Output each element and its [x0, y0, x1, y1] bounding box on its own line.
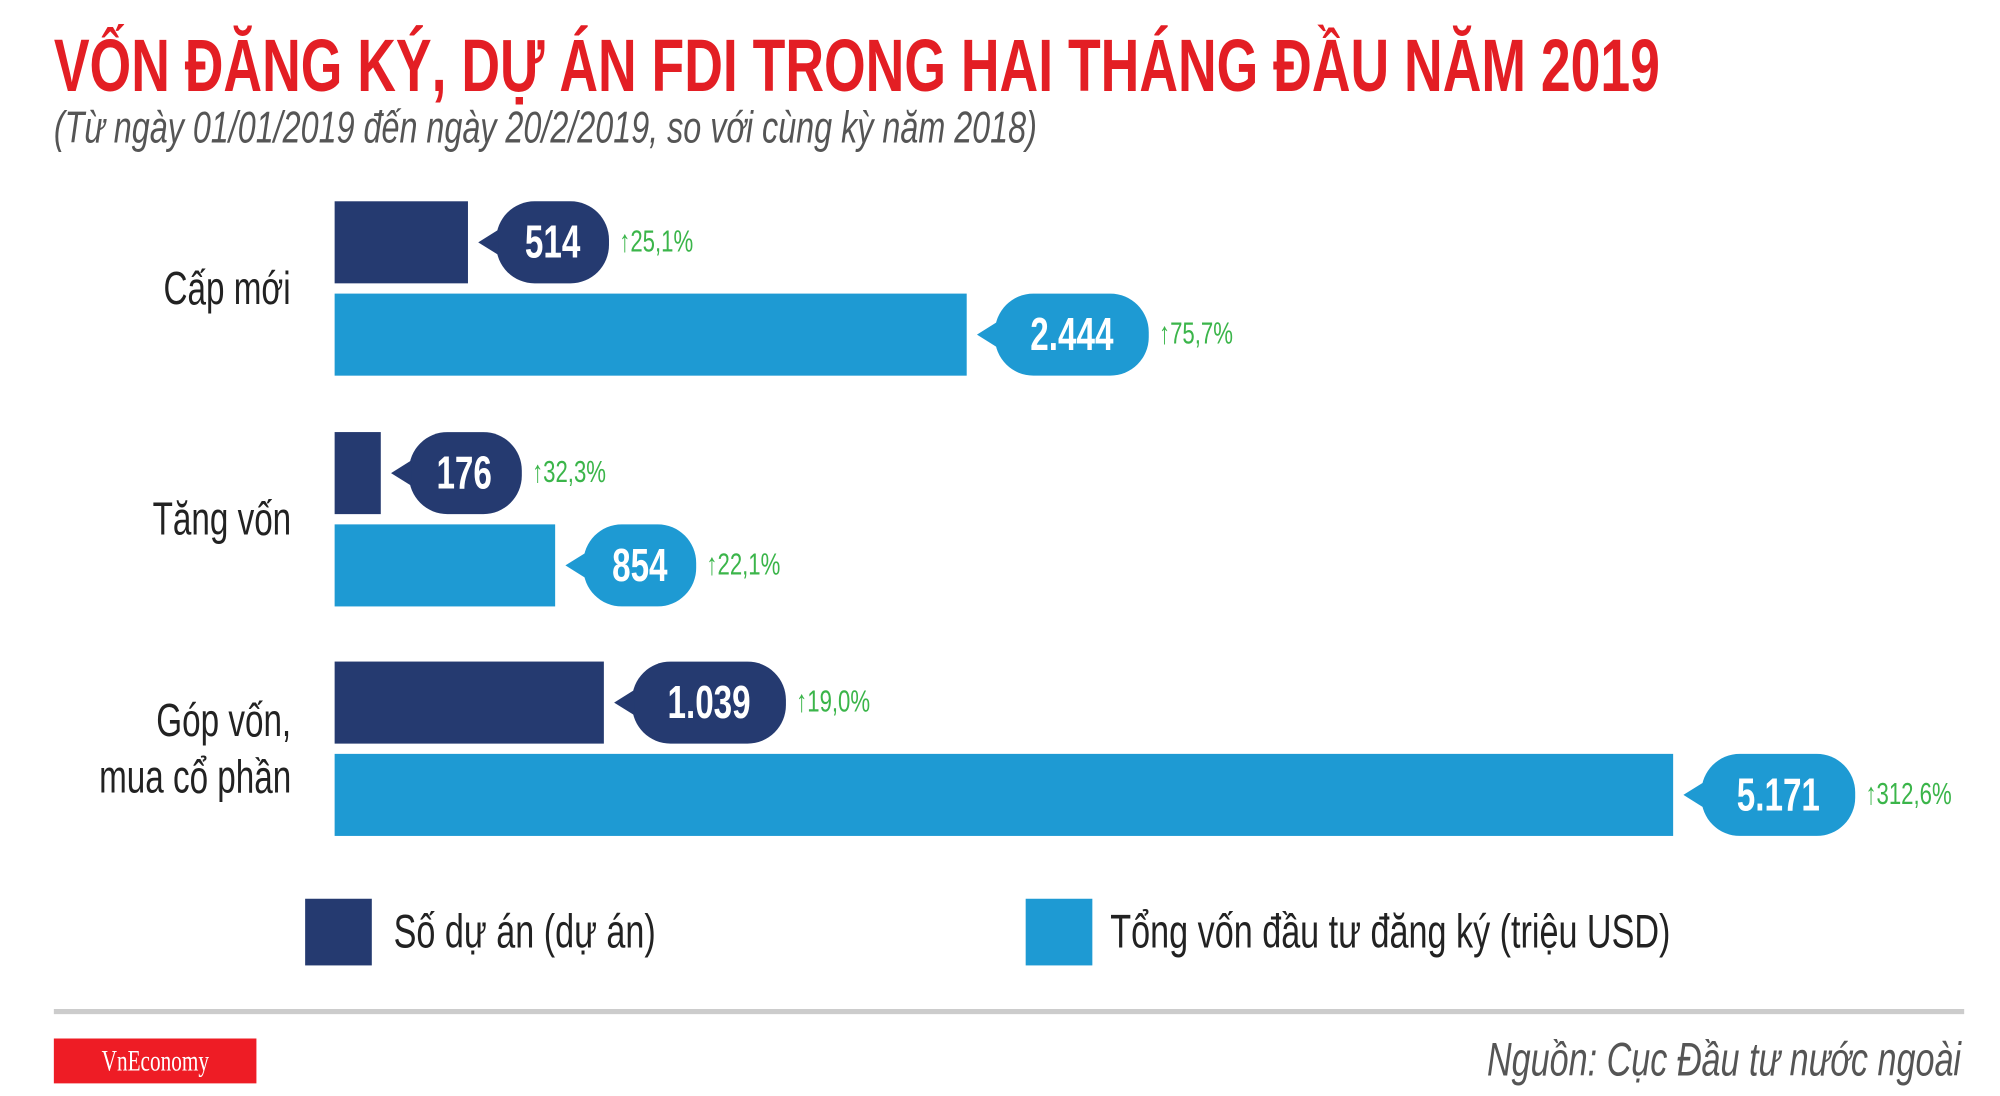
- source-text: Nguồn: Cục Đầu tư nước ngoài: [1487, 1033, 1962, 1086]
- subtitle-text: (Từ ngày 01/01/2019 đến ngày 20/2/2019, …: [53, 102, 1037, 153]
- category-label-line: Góp vốn,: [156, 693, 292, 747]
- category-label-line: mua cổ phần: [98, 750, 292, 803]
- arrow-up-icon: ↑: [618, 224, 631, 259]
- logo-text: VnEconomy: [101, 1044, 209, 1077]
- change-label: ↑25,1%: [619, 201, 722, 283]
- bar: [334, 661, 604, 744]
- value-label: 514: [477, 201, 609, 284]
- change-text: ↑19,0%: [795, 684, 870, 720]
- arrow-up-icon: ↑: [531, 455, 543, 490]
- title-text: VỐN ĐĂNG KÝ, DỰ ÁN FDI TRONG HAI THÁNG Đ…: [53, 24, 1660, 108]
- bar: [334, 753, 1674, 836]
- value-label: 5.171: [1683, 753, 1856, 836]
- value-label: 854: [565, 524, 697, 607]
- value-text: 176: [437, 446, 493, 499]
- value-text: 2.444: [1030, 307, 1114, 361]
- legend-label-projects: Số dự án (dự án): [394, 899, 758, 966]
- legend-text: Tổng vốn đầu tư đăng ký (triệu USD): [1110, 905, 1671, 958]
- change-label: ↑19,0%: [796, 662, 899, 744]
- value-text: 1.039: [667, 675, 751, 729]
- arrow-up-icon: ↑: [795, 684, 807, 720]
- legend-text: Số dự án (dự án): [393, 905, 656, 958]
- change-text: ↑22,1%: [706, 547, 781, 583]
- arrow-up-icon: ↑: [1159, 316, 1171, 352]
- category-label: Góp vốn, mua cổ phần: [24, 692, 291, 805]
- arrow-up-icon: ↑: [706, 547, 719, 583]
- legend-swatch-capital: [1025, 898, 1093, 966]
- change-label: ↑22,1%: [707, 524, 810, 606]
- bar: [334, 201, 468, 284]
- legend-swatch-projects: [305, 898, 372, 966]
- change-text: ↑75,7%: [1159, 316, 1234, 352]
- legend-label-capital: Tổng vốn đầu tư đăng ký (triệu USD): [1110, 899, 1888, 966]
- category-label-line: Cấp mới: [163, 261, 292, 315]
- change-text: ↑25,1%: [618, 224, 693, 259]
- chart-subtitle: (Từ ngày 01/01/2019 đến ngày 20/2/2019, …: [54, 103, 1419, 154]
- change-label: ↑32,3%: [531, 432, 634, 514]
- value-label: 1.039: [613, 661, 786, 744]
- value-text: 514: [524, 215, 581, 268]
- chart-title: VỐN ĐĂNG KÝ, DỰ ÁN FDI TRONG HAI THÁNG Đ…: [54, 23, 2000, 109]
- divider: [53, 1009, 1965, 1015]
- value-label: 2.444: [977, 293, 1150, 376]
- arrow-up-icon: ↑: [1865, 776, 1877, 812]
- change-label: ↑312,6%: [1865, 754, 1985, 836]
- value-label: 176: [390, 432, 522, 515]
- bar: [334, 432, 381, 515]
- category-label: Tăng vốn: [99, 491, 291, 547]
- value-text: 5.171: [1736, 767, 1820, 821]
- bar: [334, 293, 968, 376]
- vneconomy-logo: VnEconomy: [53, 1038, 257, 1084]
- category-label: Cấp mới: [115, 260, 291, 316]
- value-text: 854: [612, 538, 669, 592]
- change-label: ↑75,7%: [1160, 294, 1263, 376]
- source-note: Nguồn: Cục Đầu tư nước ngoài: [1303, 1033, 1962, 1087]
- change-text: ↑312,6%: [1865, 776, 1952, 812]
- bar: [334, 524, 556, 607]
- category-label-line: Tăng vốn: [152, 492, 292, 545]
- change-text: ↑32,3%: [531, 455, 606, 490]
